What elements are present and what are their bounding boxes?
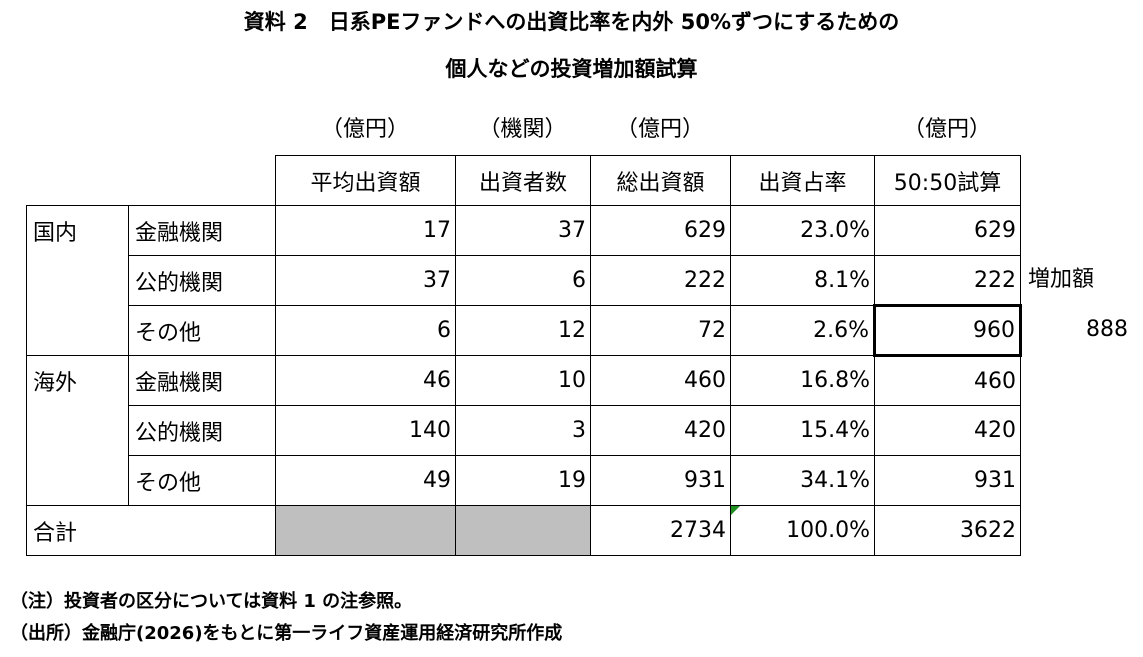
column-header: 出資占率 [730, 155, 875, 206]
footnote-note: （注）投資者の区分については資料 1 の注参照。 [10, 591, 413, 612]
avg-cell: 17 [275, 205, 456, 256]
share-cell: 2.6% [730, 305, 875, 356]
footnote-source: （出所）金融庁(2026)をもとに第一ライフ資産運用経済研究所作成 [10, 623, 563, 644]
avg-cell: 6 [275, 305, 456, 356]
share-cell: 34.1% [730, 455, 875, 506]
unit-label-avg: （億円） [320, 117, 409, 142]
total-cell: 222 [590, 255, 731, 306]
count-cell: 37 [455, 205, 591, 256]
category-label: 金融機関 [128, 355, 276, 406]
header-spacer [128, 155, 276, 206]
header-spacer [27, 156, 129, 206]
share-cell: 23.0% [730, 205, 875, 256]
share-cell: 16.8% [730, 355, 875, 406]
table-row: 公的機関 140 3 420 15.4% 420 [26, 405, 1021, 456]
table-row: 公的機関 37 6 222 8.1% 222 [26, 255, 1021, 306]
share-cell: 15.4% [730, 405, 875, 456]
total-cell: 460 [590, 355, 731, 406]
region-label [26, 405, 129, 456]
unit-label-total: （億円） [615, 117, 704, 142]
trial-cell: 931 [874, 455, 1021, 506]
count-cell: 3 [455, 405, 591, 456]
table-header-row: 平均出資額 出資者数 総出資額 出資占率 50:50試算 [27, 155, 1021, 206]
avg-cell: 140 [275, 405, 456, 456]
column-header: 平均出資額 [275, 155, 456, 206]
count-cell: 10 [455, 355, 591, 406]
category-label: その他 [128, 455, 276, 506]
unit-label-trial: （億円） [902, 117, 991, 142]
document-title-line1: 資料 2 日系PEファンドへの出資比率を内外 50%ずつにするための [243, 10, 900, 34]
increase-value: 888 [1086, 317, 1128, 342]
total-cell: 420 [590, 405, 731, 456]
trial-cell: 420 [874, 405, 1021, 456]
avg-cell: 37 [275, 255, 456, 306]
trial-cell-selected[interactable]: 960 [873, 304, 1022, 357]
region-label [26, 455, 129, 506]
table-row: 国内 金融機関 17 37 629 23.0% 629 [26, 205, 1021, 256]
table-row: その他 6 12 72 2.6% 960 [26, 304, 1022, 357]
total-cell: 72 [590, 305, 731, 356]
share-cell: 8.1% [730, 255, 875, 306]
share-cell-value: 100.0% [786, 518, 870, 543]
table-row: 海外 金融機関 46 10 460 16.8% 460 [26, 355, 1021, 406]
region-label: 国内 [26, 205, 129, 256]
document-title-line2: 個人などの投資増加額試算 [445, 57, 698, 81]
total-cell: 629 [590, 205, 731, 256]
shaded-cell [455, 505, 591, 556]
trial-cell: 3622 [874, 505, 1021, 556]
count-cell: 12 [455, 305, 591, 356]
trial-cell: 222 [874, 255, 1021, 306]
total-row: 合計 2734 100.0% 3622 [26, 505, 1021, 556]
total-cell: 2734 [590, 505, 731, 556]
avg-cell: 49 [275, 455, 456, 506]
unit-label-count: （機関） [478, 117, 567, 142]
share-cell: 100.0% [730, 505, 875, 556]
category-label: 金融機関 [128, 205, 276, 256]
region-label [26, 255, 129, 306]
column-header: 出資者数 [455, 155, 591, 206]
investment-table: 平均出資額 出資者数 総出資額 出資占率 50:50試算 国内 金融機関 17 … [26, 155, 1022, 556]
avg-cell: 46 [275, 355, 456, 406]
count-cell: 19 [455, 455, 591, 506]
trial-cell: 629 [874, 205, 1021, 256]
region-label: 海外 [26, 355, 129, 406]
count-cell: 6 [455, 255, 591, 306]
column-header: 50:50試算 [874, 155, 1021, 206]
category-label: 公的機関 [128, 255, 276, 306]
trial-cell: 460 [874, 355, 1021, 406]
increase-label: 増加額 [1028, 267, 1095, 292]
region-label [26, 305, 129, 356]
category-label: 公的機関 [128, 405, 276, 456]
column-header: 総出資額 [590, 155, 731, 206]
category-label: その他 [128, 305, 276, 356]
shaded-cell [275, 505, 456, 556]
total-row-label: 合計 [26, 505, 276, 556]
table-row: その他 49 19 931 34.1% 931 [26, 455, 1021, 506]
comment-marker-icon [731, 506, 740, 515]
total-cell: 931 [590, 455, 731, 506]
